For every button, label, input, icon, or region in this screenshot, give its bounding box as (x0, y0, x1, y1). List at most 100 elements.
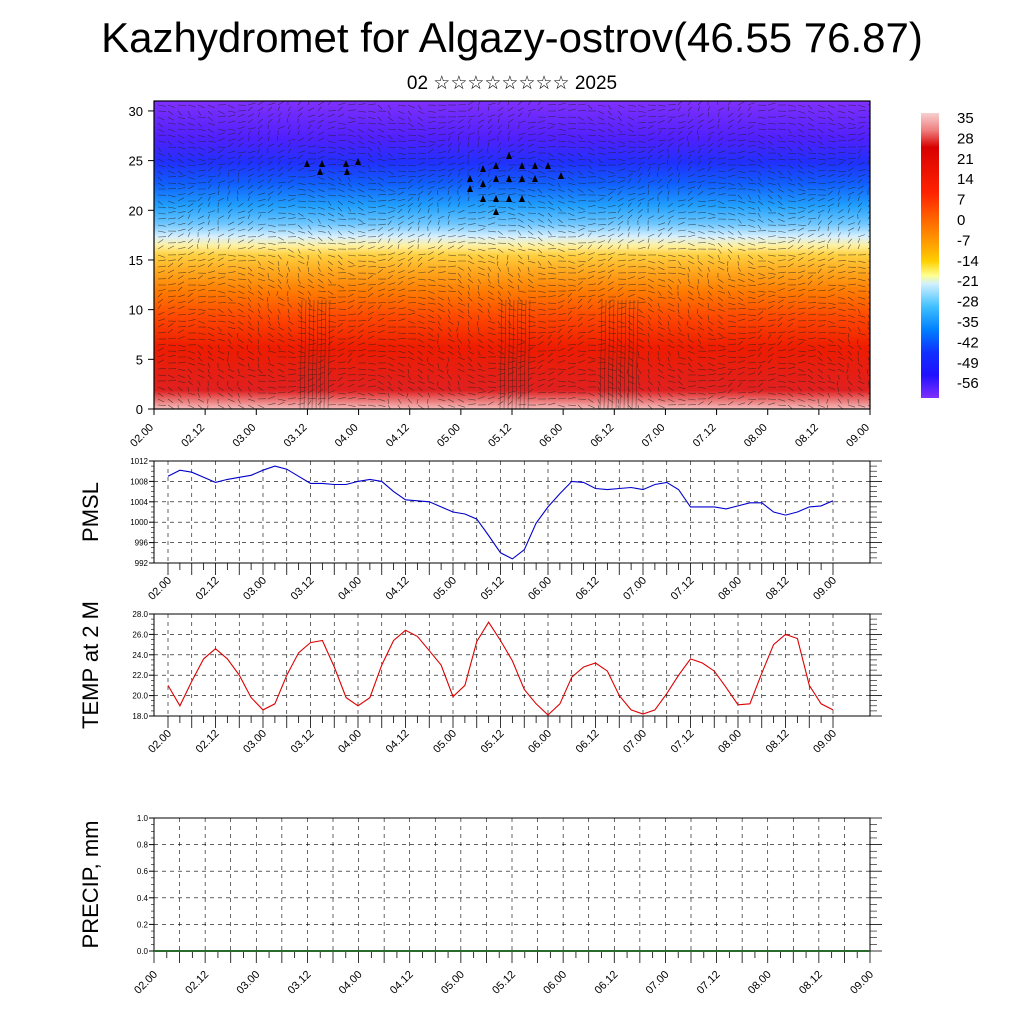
x-tick-label: 03.00 (234, 969, 262, 997)
x-tick-label: 03.12 (286, 969, 314, 997)
wind-barb (506, 152, 512, 159)
heat-cell (785, 339, 870, 409)
x-tick-label: 03.12 (289, 575, 317, 603)
y-axis-label: PRECIP, mm (78, 821, 103, 949)
x-tick-label: 07.12 (691, 422, 719, 450)
colorbar-label: -56 (957, 375, 979, 392)
pressure-panel: 992 996 1000 1004 1008 1012 02.00 02.12 03.00 03.… (78, 457, 882, 603)
x-tick-label: 02.00 (128, 422, 156, 450)
wind-barb (506, 175, 512, 182)
x-tick-label: 03.12 (282, 422, 310, 450)
x-tick-label: 04.12 (384, 728, 412, 756)
wind-barb (343, 160, 349, 167)
colorbar-fill (921, 113, 939, 398)
colorbar-label: 14 (957, 171, 974, 188)
y-tick-label: 20.0 (132, 692, 148, 701)
x-tick-label: 07.00 (621, 575, 649, 603)
wind-barb (319, 160, 325, 167)
wind-streamlines (157, 101, 870, 409)
x-tick-label: 04.12 (384, 422, 412, 450)
x-tick-label: 07.12 (669, 575, 697, 603)
wind-barb (344, 168, 350, 175)
colorbar-label: 7 (957, 192, 965, 209)
y-tick-label: 996 (135, 539, 149, 548)
x-tick-label: 05.12 (486, 422, 514, 450)
wind-barb (317, 168, 323, 175)
x-tick-label: 08.12 (793, 422, 821, 450)
x-tick-label: 04.00 (337, 969, 365, 997)
y-tick-label: 0.4 (137, 894, 149, 903)
x-tick-label: 06.12 (574, 575, 602, 603)
wind-lines (157, 101, 870, 409)
y-tick-label: 1000 (130, 518, 148, 527)
wind-barb (480, 165, 486, 172)
x-tick-label: 04.12 (388, 969, 416, 997)
x-tick-label: 09.00 (848, 969, 876, 997)
page-subtitle: 02 ☆☆☆☆☆☆☆☆ 2025 (406, 73, 618, 94)
precipitation-panel: 0.0 0.2 0.4 0.6 0.8 1.0 02.00 02.12 03.00 03.12 04… (78, 814, 882, 997)
x-tick-label: 06.12 (588, 422, 616, 450)
x-tick-label: 02.00 (146, 575, 174, 603)
x-tick-label: 09.00 (811, 728, 839, 756)
x-tick-label: 06.12 (592, 969, 620, 997)
x-tick-label: 05.12 (479, 575, 507, 603)
y-axis-label: PMSL (78, 482, 103, 542)
altitude-axis: 0 5 10 15 20 25 30 (129, 104, 154, 417)
colorbar-label: -49 (957, 355, 979, 372)
wind-barb (493, 208, 499, 215)
colorbar-label: -42 (957, 334, 979, 351)
x-tick-label: 06.00 (526, 575, 554, 603)
x-tick-label: 07.12 (669, 728, 697, 756)
plot-frame (153, 613, 871, 717)
x-tick-label: 02.12 (183, 969, 211, 997)
colorbar-label: -7 (957, 232, 970, 249)
x-tick-label: 09.00 (844, 422, 872, 450)
y-tick-label: 20 (129, 203, 143, 218)
y-tick-label: 0.8 (137, 841, 149, 850)
x-tick-label: 06.12 (574, 728, 602, 756)
temperature-colorbar: 35 28 21 14 7 0 -7 -14 -21 -28 -35 -42 -49 -56 (921, 110, 979, 398)
y-tick-label: 26.0 (132, 630, 148, 639)
wind-barb (558, 172, 564, 179)
x-tick-label: 05.12 (490, 969, 518, 997)
wind-barb (493, 195, 499, 202)
heat-cell (160, 339, 250, 409)
y-tick-label: 1004 (130, 498, 148, 507)
y-axis-label: TEMP at 2 M (78, 601, 103, 729)
wind-barb (467, 185, 473, 192)
wind-barb (493, 175, 499, 182)
x-tick-label: 08.12 (764, 575, 792, 603)
x-tick-label: 05.00 (431, 575, 459, 603)
colorbar-label: -28 (957, 294, 979, 311)
wind-barb (355, 158, 361, 165)
y-tick-label: 28.0 (132, 610, 148, 619)
wind-barb (304, 160, 310, 167)
wind-barb (506, 195, 512, 202)
x-tick-label: 03.00 (241, 728, 269, 756)
y-tick-label: 22.0 (132, 671, 148, 680)
wind-barb (493, 162, 499, 169)
wind-barb (480, 195, 486, 202)
wind-barb (545, 162, 551, 169)
plot-frame (153, 460, 871, 564)
time-axis-top: 02.00 02.12 03.00 03.12 04.00 04.12 05.00 05.12… (128, 409, 872, 450)
x-tick-label: 06.00 (541, 969, 569, 997)
wind-barb-markers (304, 152, 564, 215)
cross-section-panel: 0 5 10 15 20 25 30 02.00 02.12 03.00 03.12 04.00 04… (128, 100, 872, 450)
updraft-lines (299, 299, 639, 409)
series-line (167, 465, 834, 560)
series-line (167, 621, 834, 716)
colorbar-label: 0 (957, 212, 965, 229)
x-tick-label: 02.12 (194, 728, 222, 756)
colorbar-label: 28 (957, 130, 974, 147)
y-tick-label: 1.0 (137, 814, 149, 823)
x-tick-label: 04.00 (336, 575, 364, 603)
x-tick-label: 07.12 (695, 969, 723, 997)
x-tick-label: 03.00 (241, 575, 269, 603)
heat-cell (373, 339, 463, 409)
temperature-2m-panel: 18.0 20.0 22.0 24.0 26.0 28.0 02.00 02.12 03.00 0… (78, 601, 882, 756)
page-title: Kazhydromet for Algazy-ostrov(46.55 76.8… (101, 14, 923, 61)
y-tick-label: 5 (136, 352, 143, 367)
x-tick-label: 04.00 (336, 728, 364, 756)
